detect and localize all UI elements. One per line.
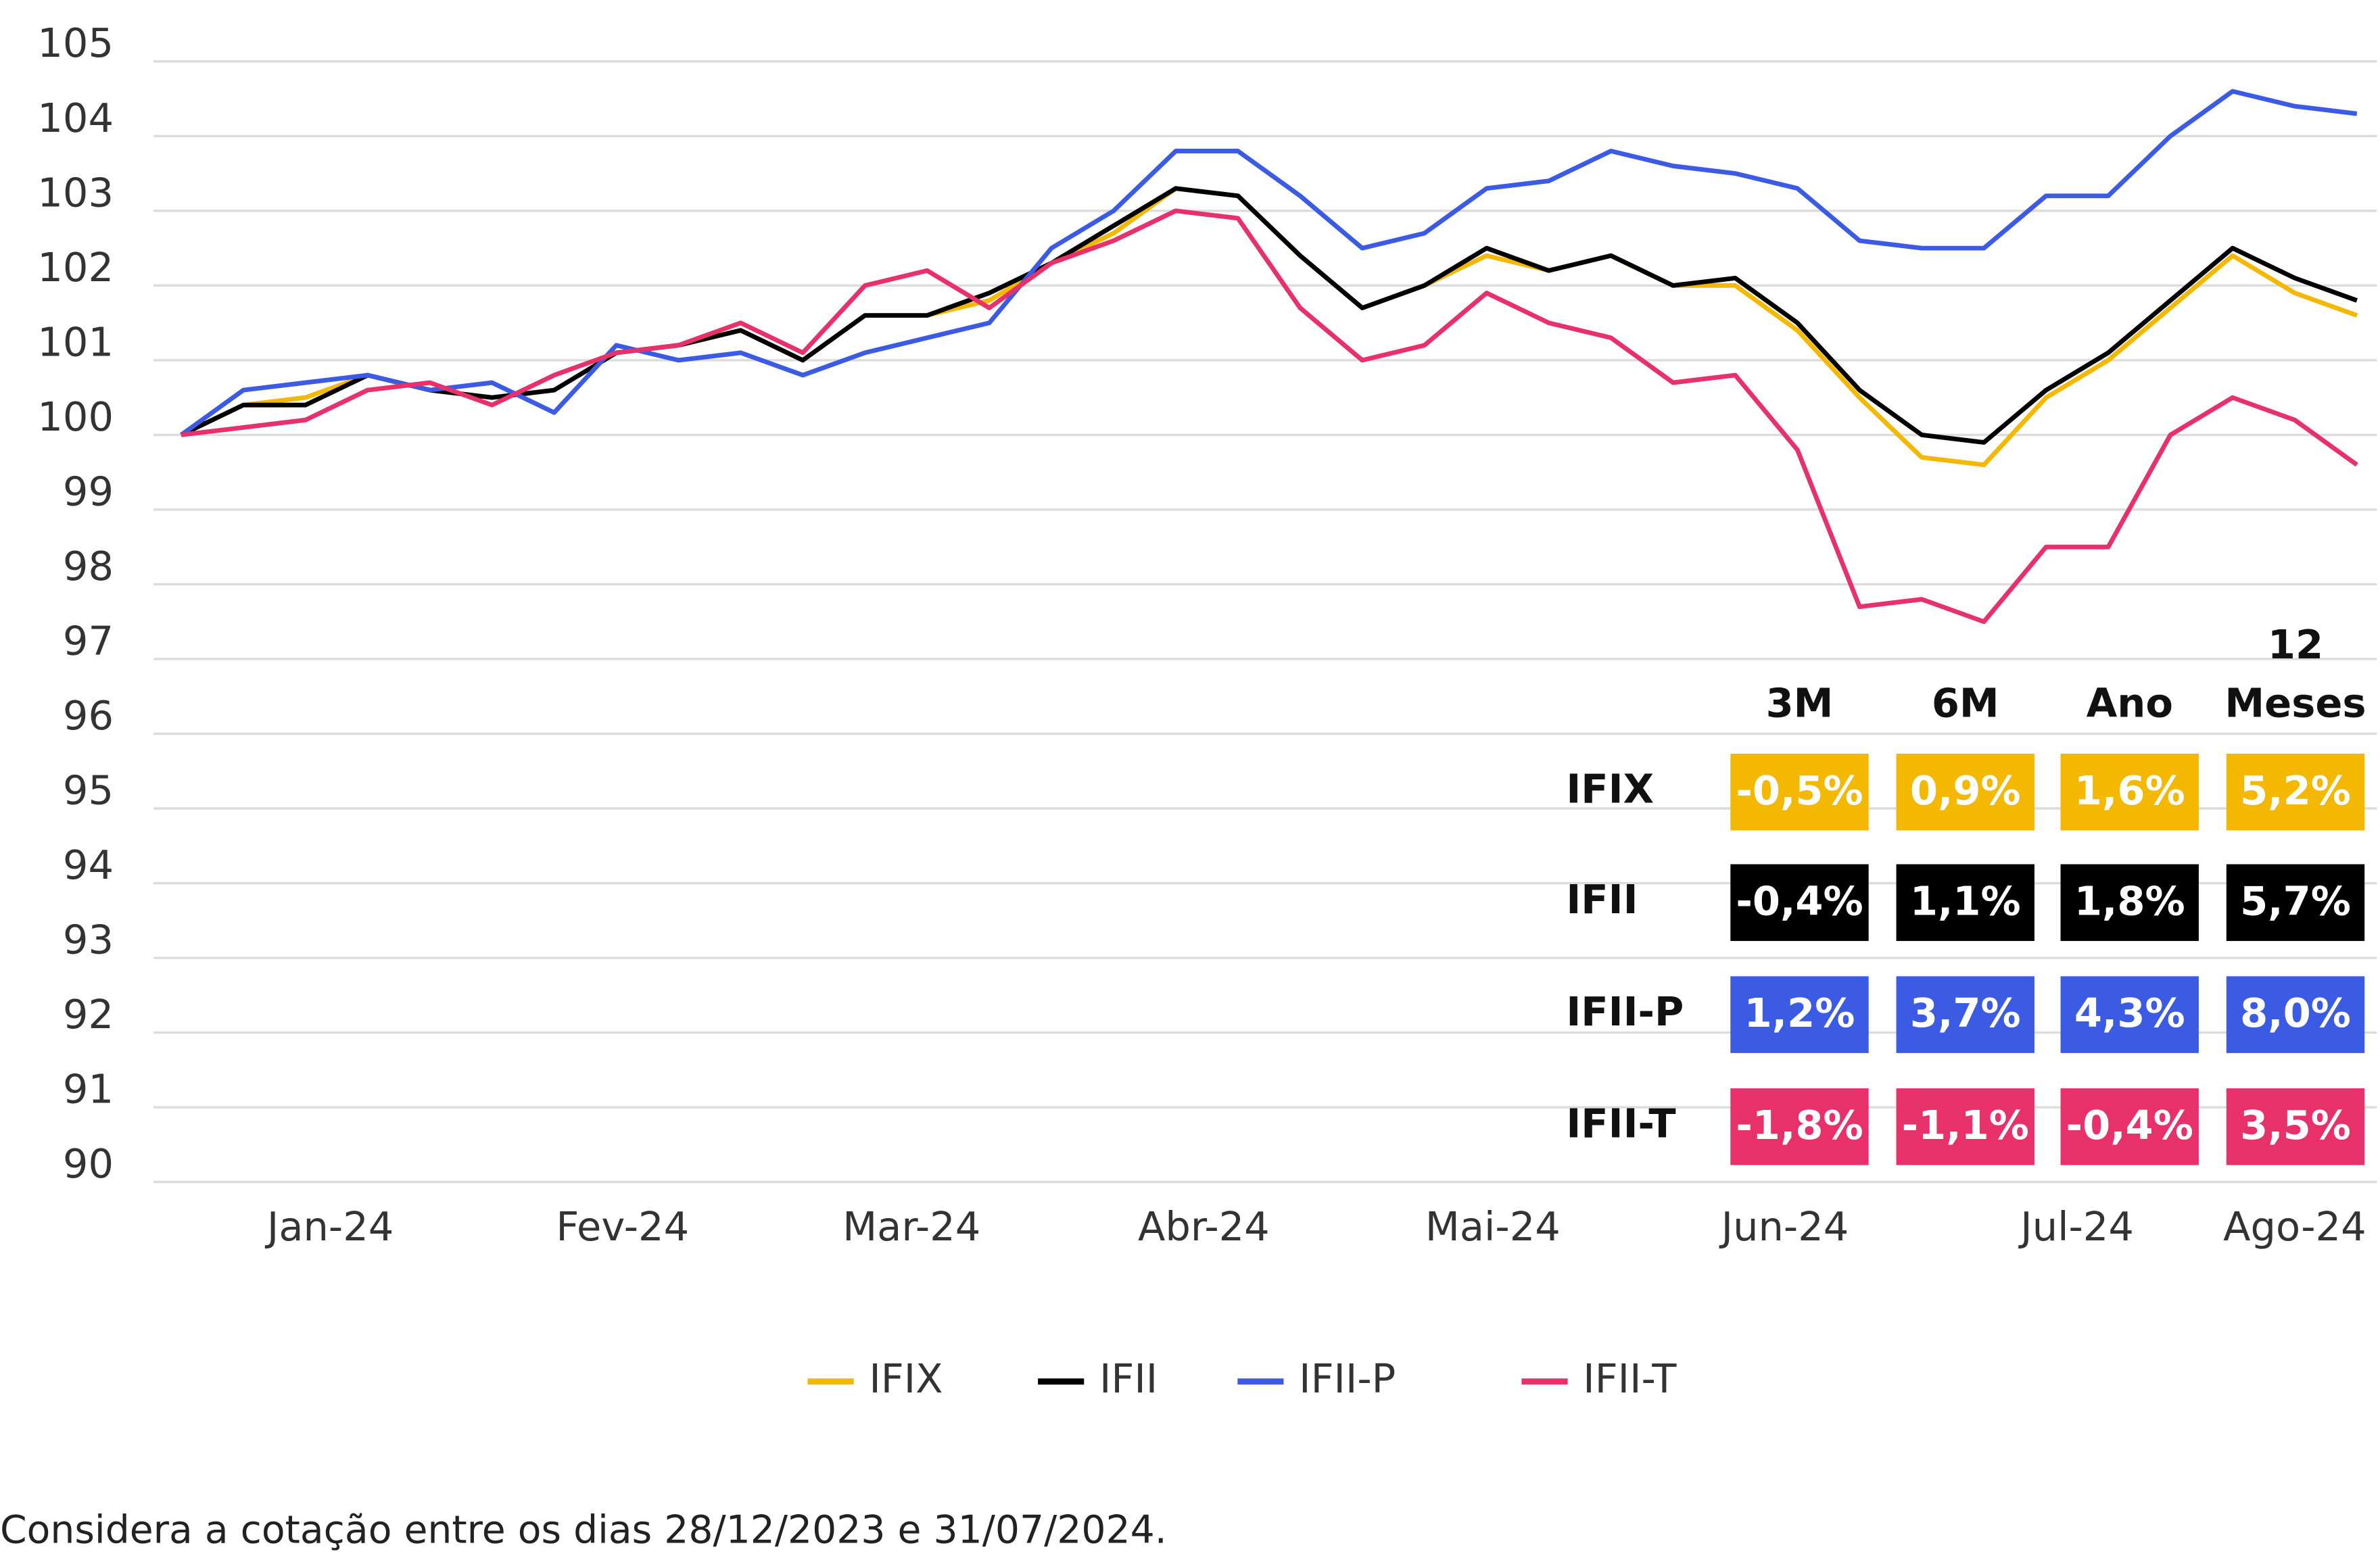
table-cell: -0,5% [1730, 754, 1869, 831]
y-tick-label: 91 [63, 1065, 114, 1112]
table-cell: 1,2% [1730, 976, 1869, 1053]
y-tick-label: 92 [63, 991, 114, 1038]
y-tick-label: 94 [63, 842, 114, 888]
y-tick-label: 104 [37, 95, 114, 141]
y-tick-label: 100 [37, 393, 114, 440]
legend-label: IFII-T [1583, 1355, 1677, 1402]
legend-label: IFII [1099, 1355, 1158, 1402]
table-cell: 1,8% [2060, 864, 2199, 942]
x-tick-label: Ago-24 [2223, 1203, 2366, 1250]
footnote: Considera a cotação entre os dias 28/12/… [0, 1507, 1167, 1552]
row-label: IFII-T [1566, 1102, 1676, 1148]
y-tick-label: 102 [37, 244, 114, 291]
x-tick-label: Jun-24 [1719, 1203, 1849, 1250]
table-cell: 1,6% [2060, 754, 2199, 831]
x-tick-label: Jan-24 [264, 1203, 394, 1250]
table-cell: 3,5% [2226, 1088, 2365, 1165]
x-tick-label: Abr-24 [1138, 1203, 1270, 1250]
table-cell: -1,8% [1730, 1088, 1869, 1165]
row-label: IFII-P [1566, 990, 1684, 1036]
x-tick-label: Fev-24 [556, 1203, 689, 1250]
y-tick-label: 93 [63, 916, 114, 963]
table-cell: -0,4% [2060, 1088, 2199, 1165]
series-line [179, 89, 2358, 437]
series-line [181, 208, 2358, 625]
table-cell: -0,4% [1730, 864, 1869, 942]
table-cell: 5,7% [2226, 864, 2365, 942]
y-tick-label: 98 [63, 543, 114, 589]
table-header: 6M [1931, 681, 1999, 728]
table-cell: 3,7% [1896, 976, 2034, 1053]
row-label: IFII [1566, 877, 1638, 925]
table-cell: 1,1% [1896, 864, 2034, 942]
legend-label: IFII-P [1299, 1355, 1396, 1402]
y-tick-label: 90 [63, 1140, 114, 1187]
series-line [180, 186, 2358, 445]
y-tick-label: 97 [63, 617, 114, 664]
legend-label: IFIX [869, 1355, 943, 1402]
table-cell: 0,9% [1896, 754, 2034, 831]
x-tick-label: Jul-24 [2018, 1203, 2134, 1250]
table-cell: 5,2% [2226, 754, 2365, 831]
y-tick-label: 99 [63, 468, 114, 514]
table-cell: 4,3% [2060, 976, 2199, 1053]
x-tick-label: Mar-24 [842, 1203, 980, 1250]
table-cell: -1,1% [1896, 1088, 2034, 1165]
y-tick-label: 101 [37, 318, 114, 365]
y-tick-label: 95 [63, 767, 114, 813]
row-label: IFIX [1566, 767, 1655, 814]
y-tick-label: 103 [37, 169, 114, 216]
table-header: Ano [2086, 681, 2173, 728]
table-cell: 8,0% [2226, 976, 2365, 1053]
x-tick-label: Mai-24 [1425, 1203, 1561, 1250]
y-tick-label: 105 [37, 20, 114, 66]
table-header: 12 Meses [2224, 623, 2366, 728]
table-header: 3M [1765, 681, 1834, 728]
series-line [180, 186, 2358, 468]
y-tick-label: 96 [63, 692, 114, 739]
